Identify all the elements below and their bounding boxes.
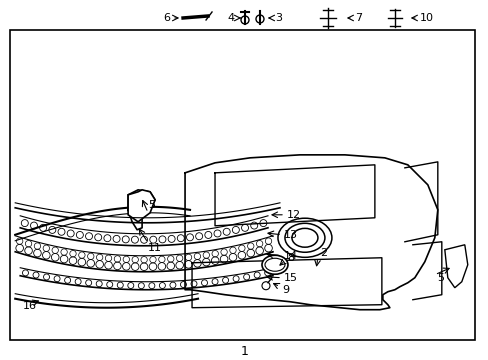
Text: 11: 11 — [148, 243, 162, 253]
Text: 5: 5 — [148, 200, 155, 210]
Text: 5: 5 — [436, 273, 443, 283]
Text: 6: 6 — [163, 13, 170, 23]
Polygon shape — [444, 245, 467, 288]
Ellipse shape — [262, 255, 287, 274]
Text: 16: 16 — [23, 301, 37, 311]
Polygon shape — [128, 190, 155, 222]
FancyBboxPatch shape — [10, 30, 474, 340]
Text: 8: 8 — [286, 253, 293, 263]
Text: 12: 12 — [286, 210, 301, 220]
Text: 1: 1 — [241, 345, 248, 358]
Text: 3: 3 — [274, 13, 282, 23]
Text: 15: 15 — [284, 273, 297, 283]
Text: 9: 9 — [282, 285, 288, 295]
Text: 13: 13 — [284, 230, 297, 240]
Text: 7: 7 — [354, 13, 361, 23]
Text: 14: 14 — [284, 251, 298, 261]
Text: 10: 10 — [419, 13, 433, 23]
Text: 2: 2 — [319, 248, 326, 258]
Text: 4: 4 — [227, 13, 235, 23]
